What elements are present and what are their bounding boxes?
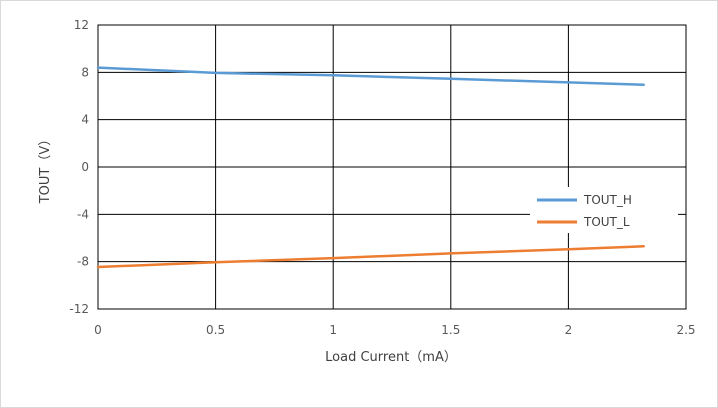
y-tick-label: 8 — [81, 65, 89, 79]
x-tick-label: 1.5 — [441, 323, 460, 337]
y-tick-labels: 12 8 4 0 -4 -8 -12 — [69, 18, 89, 316]
legend-label-tout-h: TOUT_H — [583, 193, 632, 207]
x-tick-label: 0 — [94, 323, 102, 337]
y-tick-label: -12 — [69, 302, 89, 316]
y-axis-title: TOUT（V） — [38, 133, 53, 205]
x-tick-label: 2.5 — [676, 323, 695, 337]
x-tick-label: 1 — [329, 323, 337, 337]
series-line-tout-h — [96, 66, 645, 87]
y-tick-label: 0 — [81, 160, 89, 174]
series-lines — [96, 66, 645, 269]
y-tick-label: -8 — [77, 255, 89, 269]
y-tick-label: -4 — [77, 207, 89, 221]
legend-background — [530, 187, 678, 233]
x-tick-labels: 0 0.5 1 1.5 2 2.5 — [94, 323, 695, 337]
legend-label-tout-l: TOUT_L — [583, 215, 630, 229]
legend: TOUT_H TOUT_L — [530, 187, 678, 233]
grid-lines — [97, 24, 687, 310]
x-axis-title: Load Current（mA） — [325, 350, 457, 365]
x-tick-label: 2 — [565, 323, 573, 337]
y-tick-label: 4 — [81, 113, 89, 127]
x-tick-label: 0.5 — [206, 323, 225, 337]
y-tick-label: 12 — [74, 18, 89, 32]
series-line-tout-l — [96, 245, 645, 269]
